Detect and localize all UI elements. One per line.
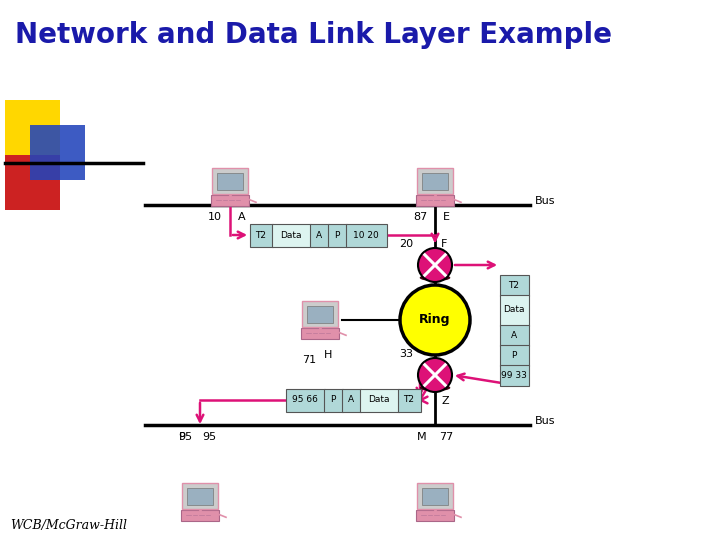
FancyBboxPatch shape (328, 224, 346, 246)
Circle shape (418, 248, 452, 282)
Text: A: A (348, 395, 354, 404)
FancyBboxPatch shape (307, 306, 333, 322)
Text: A: A (238, 212, 246, 222)
Circle shape (418, 358, 452, 392)
FancyBboxPatch shape (397, 388, 420, 411)
Text: 99 33: 99 33 (501, 370, 527, 380)
Ellipse shape (420, 274, 450, 281)
FancyBboxPatch shape (500, 364, 528, 386)
Text: P: P (330, 395, 336, 404)
Ellipse shape (420, 384, 450, 391)
FancyBboxPatch shape (323, 388, 343, 411)
FancyBboxPatch shape (359, 388, 398, 411)
FancyBboxPatch shape (416, 195, 454, 206)
FancyBboxPatch shape (500, 325, 528, 346)
Text: 77: 77 (439, 432, 454, 442)
Text: 95: 95 (178, 432, 192, 442)
FancyBboxPatch shape (212, 168, 248, 194)
Text: T: T (424, 292, 431, 302)
FancyBboxPatch shape (301, 328, 339, 339)
Text: H: H (324, 350, 333, 360)
Text: T2: T2 (403, 395, 415, 404)
Text: A: A (511, 330, 517, 340)
FancyBboxPatch shape (422, 173, 448, 190)
Text: Bus: Bus (535, 196, 556, 206)
Text: Data: Data (280, 231, 302, 240)
Circle shape (400, 285, 470, 355)
FancyBboxPatch shape (500, 294, 528, 326)
Text: T2: T2 (508, 280, 520, 289)
Text: 10 20: 10 20 (353, 231, 379, 240)
Text: A: A (316, 231, 322, 240)
Text: Bus: Bus (535, 416, 556, 426)
Text: F: F (441, 239, 447, 249)
Text: P: P (179, 432, 186, 442)
Text: Ring: Ring (419, 314, 451, 327)
Text: E: E (443, 212, 450, 222)
FancyBboxPatch shape (250, 224, 272, 246)
FancyBboxPatch shape (211, 195, 249, 206)
Bar (5, 100, 60, 155)
FancyBboxPatch shape (286, 388, 325, 411)
FancyBboxPatch shape (416, 510, 454, 521)
FancyBboxPatch shape (217, 173, 243, 190)
FancyBboxPatch shape (500, 274, 528, 295)
FancyBboxPatch shape (181, 510, 219, 521)
FancyBboxPatch shape (417, 168, 453, 194)
FancyBboxPatch shape (417, 483, 453, 509)
Text: 95: 95 (202, 432, 216, 442)
Text: 66: 66 (399, 396, 413, 406)
Text: WCB/McGraw-Hill: WCB/McGraw-Hill (10, 518, 127, 531)
FancyBboxPatch shape (186, 488, 213, 504)
Text: 10: 10 (208, 212, 222, 222)
FancyBboxPatch shape (422, 488, 448, 504)
Text: 71: 71 (302, 355, 316, 365)
FancyBboxPatch shape (271, 224, 310, 246)
Text: 87: 87 (413, 212, 427, 222)
Text: 99: 99 (441, 290, 455, 300)
FancyBboxPatch shape (341, 388, 361, 411)
Text: Network and Data Link Layer Example: Network and Data Link Layer Example (15, 21, 612, 49)
FancyBboxPatch shape (500, 345, 528, 366)
Bar (30, 125, 85, 180)
Text: 33: 33 (399, 349, 413, 359)
Text: T2: T2 (256, 231, 266, 240)
Text: P: P (334, 231, 340, 240)
FancyBboxPatch shape (346, 224, 387, 246)
Text: Data: Data (503, 306, 525, 314)
Text: Data: Data (368, 395, 390, 404)
Text: Z: Z (441, 396, 449, 406)
FancyBboxPatch shape (302, 301, 338, 327)
Text: 95 66: 95 66 (292, 395, 318, 404)
Text: 20: 20 (399, 239, 413, 249)
Text: P: P (511, 350, 517, 360)
FancyBboxPatch shape (182, 483, 218, 509)
Text: N: N (423, 342, 431, 352)
Bar (5, 155, 60, 210)
FancyBboxPatch shape (310, 224, 328, 246)
Text: M: M (418, 432, 427, 442)
